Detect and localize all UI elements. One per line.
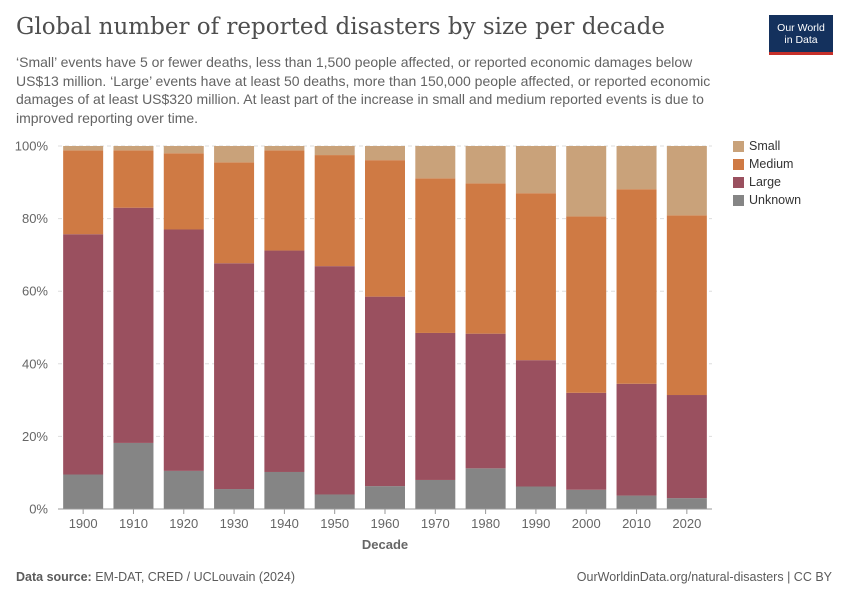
legend-swatch bbox=[733, 158, 744, 170]
bar-segment-small[interactable] bbox=[63, 146, 104, 151]
bar-segment-unknown[interactable] bbox=[666, 498, 707, 509]
bar-segment-medium[interactable] bbox=[163, 153, 204, 230]
legend-item-unknown[interactable]: Unknown bbox=[733, 192, 801, 208]
x-tick-label: 1910 bbox=[119, 516, 148, 531]
bar-segment-small[interactable] bbox=[264, 146, 305, 151]
bar-segment-medium[interactable] bbox=[415, 178, 456, 333]
x-tick-label: 1970 bbox=[421, 516, 450, 531]
x-tick-label: 1920 bbox=[169, 516, 198, 531]
bars bbox=[63, 146, 707, 509]
bar-segment-unknown[interactable] bbox=[616, 495, 657, 509]
x-tick-label: 1900 bbox=[69, 516, 98, 531]
legend-label: Small bbox=[749, 139, 781, 153]
bar-segment-medium[interactable] bbox=[616, 189, 657, 384]
bar-segment-small[interactable] bbox=[415, 146, 456, 179]
data-source-label: Data source: bbox=[16, 570, 92, 584]
bar-segment-unknown[interactable] bbox=[264, 471, 305, 509]
data-source: Data source: EM-DAT, CRED / UCLouvain (2… bbox=[16, 570, 295, 584]
bar-segment-small[interactable] bbox=[113, 146, 154, 151]
y-tick-label: 20% bbox=[22, 429, 48, 444]
bar-segment-large[interactable] bbox=[314, 266, 355, 495]
x-axis-label: Decade bbox=[362, 537, 408, 552]
bar-segment-medium[interactable] bbox=[365, 160, 405, 297]
x-tick-label: 2020 bbox=[672, 516, 701, 531]
legend-item-medium[interactable]: Medium bbox=[733, 156, 793, 172]
bar-segment-unknown[interactable] bbox=[214, 489, 255, 509]
owid-logo[interactable]: Our World in Data bbox=[769, 15, 833, 55]
bar-segment-large[interactable] bbox=[163, 229, 204, 471]
logo-line-1: Our World bbox=[777, 21, 825, 34]
legend-swatch bbox=[733, 176, 744, 188]
bar-segment-medium[interactable] bbox=[214, 162, 255, 264]
bar-segment-small[interactable] bbox=[616, 146, 657, 190]
bar-segment-small[interactable] bbox=[365, 146, 405, 161]
x-tick-label: 1950 bbox=[320, 516, 349, 531]
bar-segment-small[interactable] bbox=[515, 146, 556, 194]
bar-segment-medium[interactable] bbox=[515, 193, 556, 361]
x-tick-label: 1930 bbox=[220, 516, 249, 531]
bar-segment-small[interactable] bbox=[465, 146, 506, 184]
legend-item-small[interactable]: Small bbox=[733, 138, 780, 154]
y-tick-label: 80% bbox=[22, 211, 48, 226]
legend-label: Unknown bbox=[749, 193, 802, 207]
bar-segment-large[interactable] bbox=[616, 383, 657, 496]
bar-segment-medium[interactable] bbox=[465, 183, 506, 334]
data-source-text: EM-DAT, CRED / UCLouvain (2024) bbox=[95, 570, 296, 584]
y-tick-label: 60% bbox=[22, 284, 48, 299]
bar-segment-unknown[interactable] bbox=[415, 479, 456, 509]
bar-segment-medium[interactable] bbox=[113, 150, 154, 208]
chart-subtitle: ‘Small’ events have 5 or fewer deaths, l… bbox=[16, 54, 711, 126]
x-tick-label: 1960 bbox=[371, 516, 400, 531]
x-tick-label: 1990 bbox=[521, 516, 550, 531]
x-tick-label: 1980 bbox=[471, 516, 500, 531]
bar-segment-medium[interactable] bbox=[63, 150, 104, 235]
bar-segment-unknown[interactable] bbox=[113, 442, 154, 509]
bar-segment-small[interactable] bbox=[163, 146, 204, 154]
logo-line-2: in Data bbox=[784, 33, 818, 46]
bar-segment-large[interactable] bbox=[365, 296, 405, 487]
y-tick-label: 0% bbox=[29, 502, 48, 517]
bar-segment-small[interactable] bbox=[214, 146, 255, 163]
bar-segment-large[interactable] bbox=[666, 395, 707, 499]
bar-segment-medium[interactable] bbox=[566, 216, 607, 393]
bar-segment-unknown[interactable] bbox=[63, 474, 104, 509]
bar-segment-unknown[interactable] bbox=[566, 489, 607, 509]
bar-segment-large[interactable] bbox=[264, 250, 305, 472]
bar-segment-medium[interactable] bbox=[666, 215, 707, 396]
bar-segment-small[interactable] bbox=[666, 146, 707, 216]
bar-segment-large[interactable] bbox=[63, 234, 104, 475]
bar-segment-large[interactable] bbox=[515, 360, 556, 487]
bar-segment-unknown[interactable] bbox=[365, 486, 405, 509]
legend-label: Medium bbox=[749, 157, 794, 171]
y-tick-label: 40% bbox=[22, 356, 48, 371]
x-tick-label: 1940 bbox=[270, 516, 299, 531]
bar-segment-small[interactable] bbox=[314, 146, 355, 156]
bar-segment-large[interactable] bbox=[566, 392, 607, 490]
legend-swatch bbox=[733, 140, 744, 152]
bar-segment-large[interactable] bbox=[214, 263, 255, 490]
legend-swatch bbox=[733, 194, 744, 206]
bar-segment-unknown[interactable] bbox=[465, 468, 506, 509]
source-url[interactable]: OurWorldinData.org/natural-disasters | C… bbox=[576, 570, 832, 584]
bar-segment-unknown[interactable] bbox=[515, 486, 556, 509]
bar-segment-large[interactable] bbox=[465, 333, 506, 469]
x-tick-label: 2000 bbox=[572, 516, 601, 531]
legend-item-large[interactable]: Large bbox=[733, 174, 781, 190]
chart-title: Global number of reported disasters by s… bbox=[16, 14, 665, 40]
bar-segment-medium[interactable] bbox=[314, 155, 355, 267]
bar-segment-large[interactable] bbox=[113, 207, 154, 443]
axes: 0% 20% 40% 60% 80% 100% 1900 1910 1920 1930 1940 19… bbox=[15, 139, 712, 552]
bar-segment-large[interactable] bbox=[415, 332, 456, 480]
bar-segment-medium[interactable] bbox=[264, 150, 305, 251]
legend-label: Large bbox=[749, 175, 781, 189]
bar-segment-small[interactable] bbox=[566, 146, 607, 217]
x-tick-label: 2010 bbox=[622, 516, 651, 531]
bar-segment-unknown[interactable] bbox=[163, 470, 204, 509]
y-tick-label: 100% bbox=[15, 139, 49, 154]
bar-segment-unknown[interactable] bbox=[314, 494, 355, 509]
